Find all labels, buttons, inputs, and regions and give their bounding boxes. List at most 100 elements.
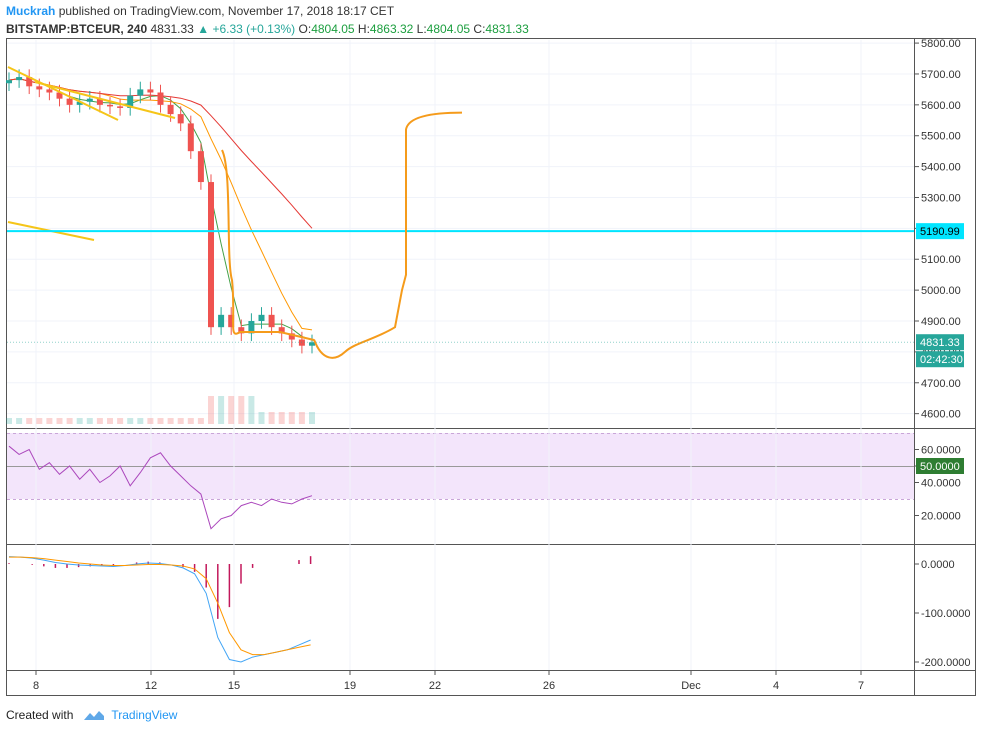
ma-fast-line (8, 78, 313, 341)
candle-body (36, 86, 43, 90)
change-value: +6.33 (+0.13%) (212, 22, 296, 36)
candle-body (228, 314, 235, 328)
low-value: 4804.05 (426, 22, 471, 36)
volume-bar (157, 418, 164, 424)
tradingview-cloud-icon (84, 711, 105, 720)
time-tick-label: 4 (773, 680, 779, 692)
candle-body (309, 342, 315, 346)
moving-averages (8, 78, 313, 341)
footer: Created with TradingView (6, 708, 177, 722)
candle-body (107, 104, 113, 107)
candle-body (76, 101, 83, 105)
volume-bar (278, 412, 285, 424)
publish-line: Muckrah published on TradingView.com, No… (6, 4, 394, 18)
countdown-label: 02:42:30 (920, 354, 963, 366)
projection-path (221, 149, 315, 341)
volume-bar (309, 412, 315, 424)
candle-body (157, 92, 164, 105)
created-with-text: Created with (6, 708, 74, 722)
candle-body (117, 106, 124, 108)
volume-bar (56, 418, 63, 424)
candle-body (147, 89, 154, 93)
price-tick-label: 5700.00 (921, 69, 961, 81)
volume-bar (107, 418, 113, 424)
level-tag-label: 5190.99 (920, 226, 960, 238)
volume-bar (6, 418, 12, 424)
time-tick-label: 7 (858, 680, 864, 692)
volume-bar (127, 418, 134, 424)
rsi-tick-label: 60.0000 (921, 445, 961, 457)
candle-body (96, 98, 103, 105)
drawings[interactable] (7, 66, 914, 359)
candle-body (26, 77, 33, 87)
volume-bar (298, 412, 305, 424)
rsi-tick-label: 40.0000 (921, 478, 961, 490)
candle-body (6, 80, 12, 84)
trendline (7, 66, 119, 121)
high-label: H: (357, 22, 370, 36)
price-tick-label: 5600.00 (921, 100, 961, 112)
volume-bar (76, 418, 83, 424)
candles (6, 69, 315, 354)
candle-body (197, 151, 204, 183)
current-price-label: 4831.33 (920, 337, 960, 349)
projection-path (313, 111, 463, 359)
candle-body (268, 314, 275, 328)
grid (7, 40, 914, 670)
price-tick-label: 5800.00 (921, 38, 961, 50)
volume-bar (137, 418, 144, 424)
macd-tick-label: -100.0000 (921, 608, 971, 620)
candle-body (278, 327, 285, 334)
volume-bar (46, 418, 53, 424)
candle-body (137, 89, 144, 96)
macd-tick-label: -200.0000 (921, 657, 971, 669)
trendline (34, 81, 176, 119)
time-axis[interactable]: 8 12 15 19 22 26 Dec 4 7 (33, 670, 864, 692)
symbol-label: BITSTAMP:BTCEUR, 240 (6, 22, 148, 36)
time-tick-label: 19 (344, 680, 356, 692)
rsi-line (8, 445, 313, 530)
price-tick-label: 4600.00 (921, 409, 961, 421)
candle-body (86, 98, 93, 102)
signal-line (9, 556, 311, 656)
volume-bar (208, 396, 214, 424)
volume-bar (96, 418, 103, 424)
volume-bar (197, 418, 204, 424)
volume-bar (228, 396, 235, 424)
high-value: 4863.32 (369, 22, 414, 36)
price-tick-label: 5500.00 (921, 131, 961, 143)
price-tick-label: 5400.00 (921, 162, 961, 174)
countdown-tag (916, 351, 964, 368)
candle-body (46, 89, 53, 93)
open-value: 4804.05 (311, 22, 355, 36)
volume-bar (147, 418, 154, 424)
author-link[interactable]: Muckrah (6, 4, 56, 18)
candle-body (66, 98, 73, 105)
price-tick-label: 4900.00 (921, 316, 961, 328)
current-price-tag (916, 334, 964, 351)
change-arrow-icon: ▲ (197, 22, 210, 36)
close-value: 4831.33 (485, 22, 529, 36)
ohlc-line: BITSTAMP:BTCEUR, 240 4831.33 ▲ +6.33 (+0… (6, 22, 529, 36)
price-tick-label: 5000.00 (921, 285, 961, 297)
volume-bar (218, 396, 225, 424)
candle-body (127, 95, 134, 108)
volume-bar (36, 418, 43, 424)
rsi-midline-tag (916, 458, 964, 474)
price-axis[interactable]: 5800.00 5700.00 5600.00 5500.00 5400.00 5300.… (914, 38, 971, 669)
open-label: O: (298, 22, 312, 36)
close-label: C: (473, 22, 486, 36)
tradingview-link[interactable]: TradingView (111, 708, 178, 722)
time-tick-label: 22 (429, 680, 441, 692)
volume-bar (187, 418, 194, 424)
volume-bar (16, 418, 23, 424)
rsi-midline-label: 50.0000 (920, 461, 960, 473)
volume-bar (167, 418, 174, 424)
candle-body (218, 314, 225, 328)
time-tick-label: 12 (145, 680, 157, 692)
macd-pane (8, 556, 312, 663)
ma-mid-line (8, 78, 313, 331)
candle-body (187, 123, 194, 152)
candle-body (16, 77, 23, 81)
